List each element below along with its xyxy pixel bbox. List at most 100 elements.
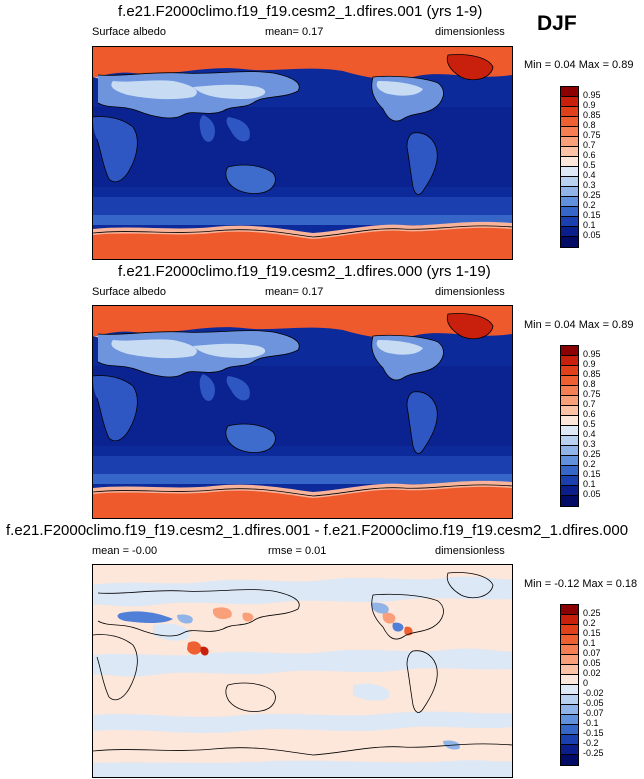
colorbar-swatch [561, 496, 578, 506]
panel-2-map [92, 305, 513, 519]
colorbar-swatch [561, 217, 578, 227]
colorbar-tick-label: 0.3 [583, 180, 596, 190]
colorbar-tick-label: 0.05 [583, 230, 601, 240]
colorbar-swatch [561, 486, 578, 496]
colorbar-tick-label: 0.1 [583, 220, 596, 230]
panel-3-title: f.e21.F2000climo.f19_f19.cesm2_1.dfires.… [6, 522, 629, 539]
panel-2-mean-label: mean= 0.17 [265, 286, 324, 298]
colorbar-swatch [561, 645, 578, 655]
colorbar-tick-label: 0.9 [583, 359, 596, 369]
colorbar-tick-label: 0.25 [583, 190, 601, 200]
colorbar-tick-label: 0.95 [583, 349, 601, 359]
colorbar-swatch [561, 615, 578, 625]
colorbar-swatch [561, 366, 578, 376]
season-label: DJF [537, 12, 577, 35]
colorbar-swatch [561, 97, 578, 107]
colorbar-swatch [561, 406, 578, 416]
colorbar-swatch [561, 356, 578, 366]
panel-2-variable-label: Surface albedo [92, 286, 166, 298]
colorbar-swatch [561, 157, 578, 167]
panel-1-variable-label: Surface albedo [92, 26, 166, 38]
panel-2-minmax: Min = 0.04 Max = 0.89 [524, 319, 634, 331]
colorbar-swatch [561, 685, 578, 695]
colorbar-tick-label: -0.05 [583, 698, 604, 708]
panel-2-units-label: dimensionless [435, 286, 505, 298]
colorbar-tick-label: 0.2 [583, 200, 596, 210]
colorbar-swatch [561, 605, 578, 615]
colorbar-tick-label: 0.85 [583, 110, 601, 120]
colorbar-tick-label: 0.85 [583, 369, 601, 379]
colorbar-swatch [561, 117, 578, 127]
panel-1-mean-label: mean= 0.17 [265, 26, 324, 38]
colorbar-tick-label: 0.3 [583, 439, 596, 449]
colorbar-swatch [561, 227, 578, 237]
colorbar-tick-label: 0.5 [583, 160, 596, 170]
colorbar-swatch [561, 87, 578, 97]
colorbar-tick-label: 0.7 [583, 140, 596, 150]
colorbar-swatch [561, 705, 578, 715]
colorbar-tick-label: 0.9 [583, 100, 596, 110]
colorbar-tick-label: 0.1 [583, 479, 596, 489]
panel-3-map [92, 564, 513, 778]
colorbar-swatch [561, 725, 578, 735]
panel-1-units-label: dimensionless [435, 26, 505, 38]
colorbar-tick-label: 0.02 [583, 668, 601, 678]
colorbar-tick-label: 0.15 [583, 210, 601, 220]
panel-3-units-label: dimensionless [435, 545, 505, 557]
colorbar-swatch [561, 127, 578, 137]
colorbar-swatch [561, 137, 578, 147]
colorbar-swatch [561, 755, 578, 765]
colorbar-tick-label: 0.95 [583, 90, 601, 100]
colorbar-swatch [561, 416, 578, 426]
colorbar-tick-label: 0.8 [583, 120, 596, 130]
panel-3-map-svg [93, 565, 512, 777]
colorbar-tick-label: 0.1 [583, 638, 596, 648]
colorbar-tick-label: 0.25 [583, 608, 601, 618]
colorbar-tick-label: 0.07 [583, 648, 601, 658]
panel-2-title: f.e21.F2000climo.f19_f19.cesm2_1.dfires.… [118, 263, 491, 280]
colorbar-tick-label: 0.6 [583, 150, 596, 160]
colorbar-tick-label: 0.2 [583, 459, 596, 469]
colorbar-swatch [561, 635, 578, 645]
colorbar-tick-label: 0.7 [583, 399, 596, 409]
colorbar-swatch [561, 426, 578, 436]
colorbar-swatch [561, 735, 578, 745]
colorbar-swatch [561, 436, 578, 446]
colorbar-swatch [561, 476, 578, 486]
panel-3-minmax: Min = -0.12 Max = 0.18 [524, 578, 638, 590]
colorbar-tick-label: -0.1 [583, 718, 599, 728]
colorbar-swatch [561, 456, 578, 466]
colorbar-swatch [561, 715, 578, 725]
colorbar-tick-label: 0.8 [583, 379, 596, 389]
colorbar-swatch [561, 466, 578, 476]
colorbar-swatch [561, 376, 578, 386]
colorbar-swatch [561, 107, 578, 117]
colorbar-tick-label: 0.2 [583, 618, 596, 628]
panel-1-title: f.e21.F2000climo.f19_f19.cesm2_1.dfires.… [118, 3, 483, 20]
colorbar-swatch [561, 446, 578, 456]
panel-3-mean-label: mean = -0.00 [92, 545, 158, 557]
colorbar-swatch [561, 396, 578, 406]
colorbar-tick-label: 0.05 [583, 489, 601, 499]
panel-1-map-svg [93, 47, 512, 259]
colorbar-tick-label: -0.02 [583, 688, 604, 698]
colorbar-swatch [561, 695, 578, 705]
colorbar-swatch [561, 207, 578, 217]
panel-1-minmax: Min = 0.04 Max = 0.89 [524, 59, 634, 71]
colorbar-swatch [561, 745, 578, 755]
colorbar-tick-label: -0.25 [583, 748, 604, 758]
colorbar-swatch [561, 386, 578, 396]
colorbar-tick-label: 0.15 [583, 628, 601, 638]
colorbar-tick-label: 0.05 [583, 658, 601, 668]
panel-2-colorbar [560, 345, 579, 507]
colorbar-swatch [561, 675, 578, 685]
panel-2-map-svg [93, 306, 512, 518]
colorbar-tick-label: 0 [583, 678, 589, 688]
colorbar-tick-label: 0.75 [583, 130, 601, 140]
panel-1-colorbar [560, 86, 579, 248]
colorbar-swatch [561, 177, 578, 187]
colorbar-swatch [561, 655, 578, 665]
colorbar-swatch [561, 197, 578, 207]
colorbar-swatch [561, 625, 578, 635]
colorbar-tick-label: 0.4 [583, 170, 596, 180]
